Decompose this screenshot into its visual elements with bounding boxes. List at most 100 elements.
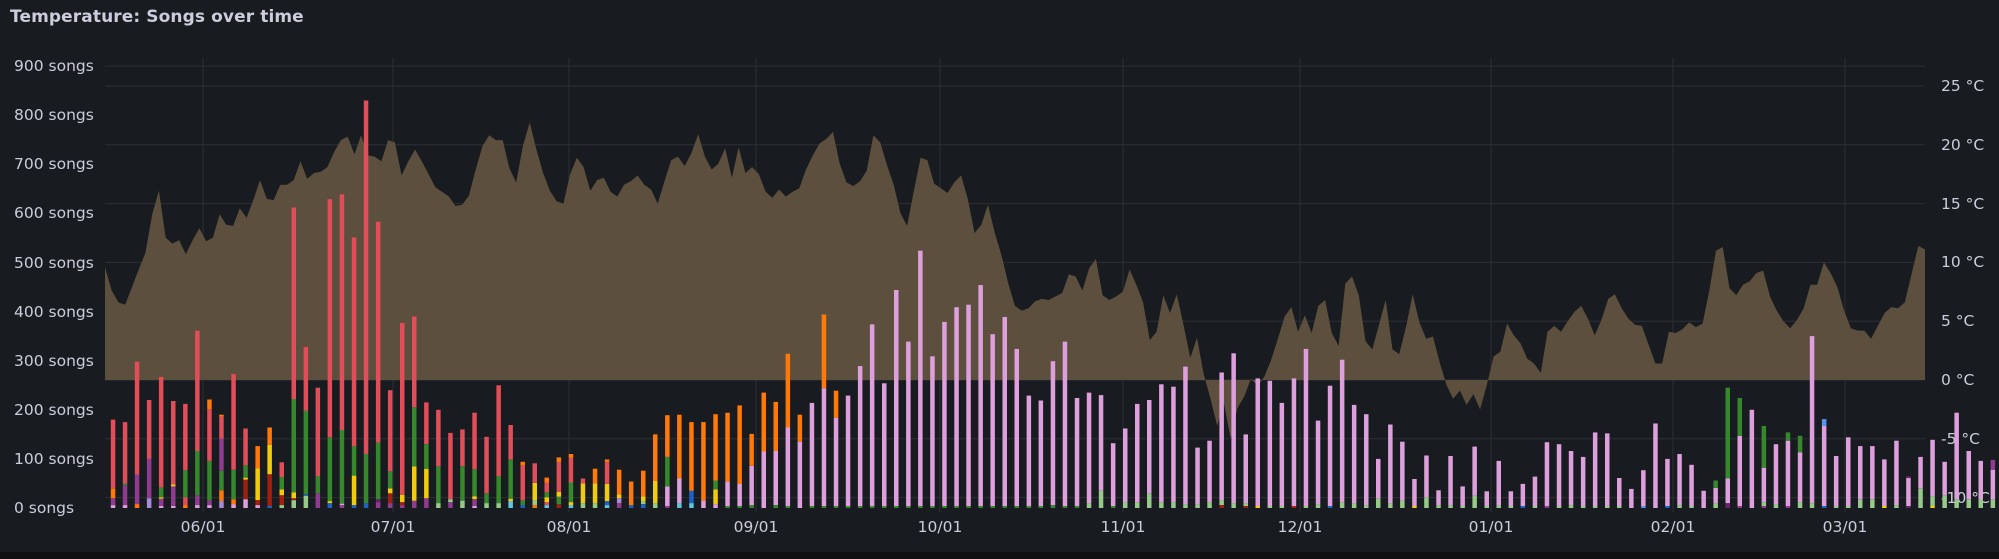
bar[interactable] <box>1484 491 1490 508</box>
bar[interactable] <box>1809 336 1815 508</box>
bar[interactable] <box>231 374 236 508</box>
bar[interactable] <box>195 330 200 508</box>
bar[interactable] <box>351 237 357 509</box>
bar[interactable] <box>1761 426 1767 508</box>
bar[interactable] <box>363 100 369 509</box>
bar[interactable] <box>1231 353 1236 508</box>
bar[interactable] <box>1665 458 1670 508</box>
bar[interactable] <box>134 361 140 508</box>
bar[interactable] <box>1930 439 1935 508</box>
bar[interactable] <box>110 419 116 508</box>
bar[interactable] <box>1725 387 1731 508</box>
bar[interactable] <box>1135 403 1140 508</box>
bar[interactable] <box>1267 380 1273 508</box>
bar[interactable] <box>1315 420 1321 508</box>
bar[interactable] <box>1291 378 1297 508</box>
bar[interactable] <box>484 436 489 508</box>
bar[interactable] <box>1339 359 1345 508</box>
bar[interactable] <box>1351 404 1357 508</box>
bar[interactable] <box>1713 480 1718 509</box>
bar[interactable] <box>1376 458 1381 508</box>
bar[interactable] <box>568 454 574 508</box>
bar[interactable] <box>520 461 526 508</box>
bar[interactable] <box>1749 409 1755 508</box>
bar[interactable] <box>315 387 321 508</box>
bar[interactable] <box>219 414 224 508</box>
bar[interactable] <box>954 307 959 508</box>
bar[interactable] <box>701 422 706 508</box>
bar[interactable] <box>1605 433 1610 508</box>
bar[interactable] <box>1002 317 1008 508</box>
bar[interactable] <box>1617 478 1622 508</box>
bar[interactable] <box>785 353 791 508</box>
bar[interactable] <box>978 285 983 508</box>
bar[interactable] <box>1882 459 1887 508</box>
bar[interactable] <box>1629 488 1634 508</box>
bar[interactable] <box>1171 386 1176 508</box>
bar[interactable] <box>665 415 670 508</box>
bar[interactable] <box>303 347 309 508</box>
bar[interactable] <box>1050 361 1056 508</box>
bar[interactable] <box>339 194 345 508</box>
bar[interactable] <box>1568 451 1574 508</box>
bar[interactable] <box>882 383 887 508</box>
bar[interactable] <box>291 207 297 509</box>
bar[interactable] <box>1677 454 1682 508</box>
bar[interactable] <box>713 414 718 508</box>
bar[interactable] <box>1894 440 1899 508</box>
bar[interactable] <box>1243 434 1249 508</box>
bar[interactable] <box>1556 444 1562 508</box>
bar[interactable] <box>1544 442 1550 508</box>
bar[interactable] <box>207 399 212 509</box>
bar[interactable] <box>1918 456 1923 508</box>
bar[interactable] <box>821 314 827 509</box>
bar[interactable] <box>1954 412 1959 508</box>
bar[interactable] <box>1026 395 1032 508</box>
bar[interactable] <box>797 414 803 508</box>
bar[interactable] <box>580 478 586 509</box>
bar[interactable] <box>279 462 285 508</box>
bar[interactable] <box>436 409 441 508</box>
bar[interactable] <box>1400 441 1405 508</box>
bar[interactable] <box>1472 446 1477 508</box>
bar[interactable] <box>1821 419 1827 508</box>
bar[interactable] <box>833 390 839 508</box>
bar[interactable] <box>472 412 477 508</box>
bar[interactable] <box>1737 398 1743 508</box>
bar[interactable] <box>1448 456 1453 508</box>
bar[interactable] <box>1689 464 1694 508</box>
bar[interactable] <box>1773 444 1779 508</box>
bar[interactable] <box>677 414 682 508</box>
bar[interactable] <box>1653 423 1658 509</box>
bar[interactable] <box>171 401 176 508</box>
bar[interactable] <box>1701 490 1706 508</box>
bar[interactable] <box>1592 432 1598 508</box>
bar[interactable] <box>1098 395 1104 508</box>
bar[interactable] <box>869 324 875 508</box>
bar[interactable] <box>1110 443 1116 508</box>
bar[interactable] <box>1279 402 1285 508</box>
bar[interactable] <box>689 422 694 508</box>
bar[interactable] <box>942 321 947 508</box>
bar[interactable] <box>1207 440 1212 508</box>
bar[interactable] <box>592 468 598 508</box>
bar[interactable] <box>773 401 779 508</box>
bar[interactable] <box>990 334 995 508</box>
bar[interactable] <box>544 477 550 508</box>
bar[interactable] <box>1255 378 1261 508</box>
bar[interactable] <box>845 395 851 508</box>
bar[interactable] <box>604 459 610 508</box>
bar[interactable] <box>556 457 562 508</box>
bar[interactable] <box>1412 479 1417 508</box>
bar[interactable] <box>146 400 152 508</box>
bar[interactable] <box>809 402 815 508</box>
bar[interactable] <box>183 403 188 508</box>
bar[interactable] <box>906 341 911 508</box>
bar[interactable] <box>1833 456 1839 508</box>
bar[interactable] <box>1219 372 1224 509</box>
bar[interactable] <box>1870 446 1875 508</box>
bar[interactable] <box>1942 461 1947 508</box>
bar[interactable] <box>496 385 501 508</box>
bar[interactable] <box>424 402 429 508</box>
bar[interactable] <box>1074 398 1080 508</box>
